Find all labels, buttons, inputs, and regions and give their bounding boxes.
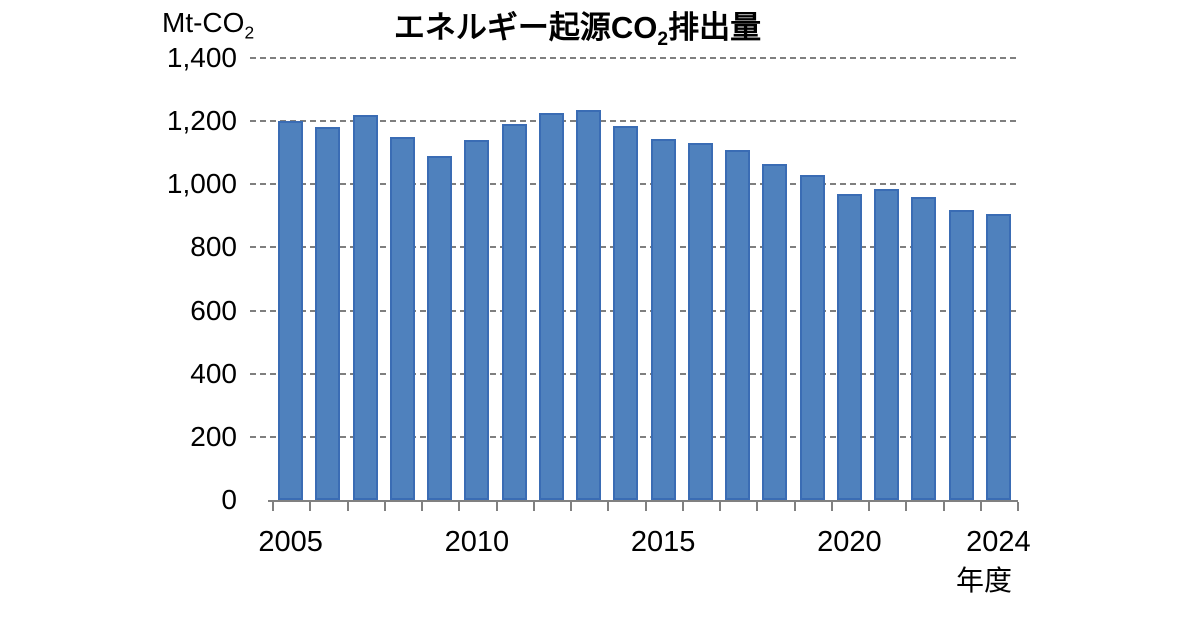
x-axis-tick bbox=[383, 502, 386, 511]
bar-2009 bbox=[427, 155, 453, 500]
x-axis-tick bbox=[272, 502, 274, 511]
x-axis-tick bbox=[1017, 502, 1019, 511]
y-tick-label-800: 800 bbox=[190, 231, 237, 263]
x-axis-tick bbox=[719, 502, 721, 511]
bar-2010 bbox=[464, 140, 490, 500]
x-axis-tick bbox=[830, 502, 833, 511]
bar-2015 bbox=[650, 138, 676, 500]
unit-subscript: 2 bbox=[244, 22, 255, 43]
bar-2013 bbox=[576, 110, 602, 500]
y-axis-unit-label: Mt-CO2 bbox=[162, 7, 254, 44]
x-axis-tick bbox=[979, 502, 982, 511]
x-tick-label-2015: 2015 bbox=[630, 526, 696, 558]
title-text-post: 排出量 bbox=[668, 10, 762, 45]
x-axis-line bbox=[268, 500, 1018, 502]
bar-2007 bbox=[352, 114, 378, 500]
y-tick-label-600: 600 bbox=[190, 294, 237, 326]
bar-2020 bbox=[836, 193, 862, 500]
bar-2023 bbox=[948, 209, 974, 500]
x-axis-tick bbox=[756, 502, 759, 511]
bar-2016 bbox=[687, 143, 713, 500]
bar-2006 bbox=[315, 127, 341, 500]
x-axis-tick bbox=[346, 502, 349, 511]
x-axis-tick bbox=[570, 502, 572, 511]
x-tick-label-2010: 2010 bbox=[444, 526, 510, 558]
x-axis-tick bbox=[868, 502, 870, 511]
x-axis-tick bbox=[681, 502, 684, 511]
title-text-pre: エネルギー起源CO bbox=[393, 10, 658, 45]
bar-2011 bbox=[501, 124, 527, 500]
y-tick-label-1200: 1,200 bbox=[166, 105, 237, 137]
x-tick-label-2005: 2005 bbox=[258, 526, 323, 558]
bar-2017 bbox=[725, 149, 751, 500]
bar-2019 bbox=[799, 174, 825, 500]
gridline-1200 bbox=[250, 120, 1017, 123]
x-axis-tick bbox=[421, 502, 423, 511]
bar-2022 bbox=[911, 196, 937, 500]
x-tick-label-2020: 2020 bbox=[817, 526, 882, 558]
x-axis-tick bbox=[495, 502, 498, 511]
x-axis-tick bbox=[532, 502, 535, 511]
x-axis-tick bbox=[607, 502, 610, 511]
x-axis-tick bbox=[905, 502, 908, 511]
bar-2014 bbox=[613, 125, 639, 500]
bar-2012 bbox=[538, 113, 564, 500]
bar-2008 bbox=[389, 136, 415, 500]
x-axis-tick bbox=[644, 502, 647, 511]
bar-2024 bbox=[985, 214, 1011, 500]
gridline-1400 bbox=[250, 57, 1017, 59]
bar-2005 bbox=[278, 121, 304, 500]
x-tick-label-2024: 2024 bbox=[966, 526, 1031, 558]
x-axis-tick bbox=[458, 502, 461, 511]
bar-2018 bbox=[762, 163, 788, 500]
y-tick-label-0: 0 bbox=[221, 484, 237, 515]
y-tick-label-200: 200 bbox=[190, 420, 237, 452]
x-axis-tick bbox=[309, 502, 312, 511]
y-tick-label-400: 400 bbox=[190, 357, 237, 389]
title-subscript: 2 bbox=[657, 29, 669, 51]
unit-text: Mt-CO bbox=[162, 7, 245, 38]
chart-title: エネルギー起源CO2排出量 bbox=[0, 2, 1155, 51]
x-axis-tick bbox=[793, 502, 796, 511]
x-axis-title: 年度 bbox=[955, 565, 1012, 596]
y-tick-label-1400: 1,400 bbox=[166, 42, 237, 73]
bar-2021 bbox=[874, 189, 900, 500]
x-axis-tick bbox=[942, 502, 945, 511]
y-tick-label-1000: 1,000 bbox=[166, 168, 237, 200]
